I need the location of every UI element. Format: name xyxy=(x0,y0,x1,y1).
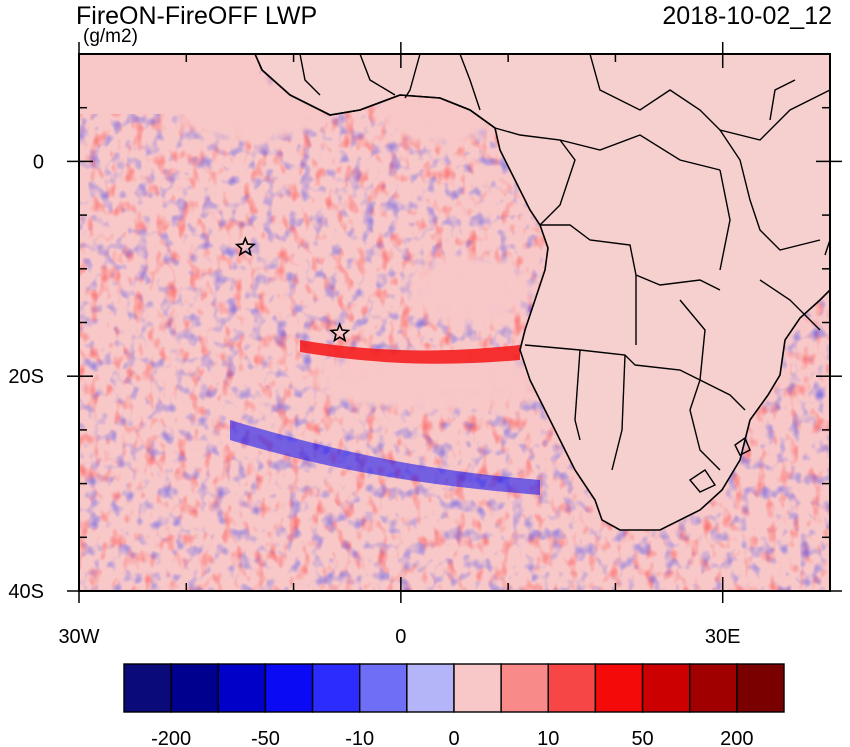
red-cloud-band xyxy=(300,340,520,364)
country-borders xyxy=(299,54,830,493)
blue-cloud-band xyxy=(230,420,540,495)
colorbar-box xyxy=(547,663,597,713)
clear-region-central xyxy=(290,345,570,415)
axis-tick-labels: 30W 0 30E 0 20S 40S xyxy=(8,151,740,648)
map-plot-area xyxy=(79,54,830,591)
star-marker-st-helena xyxy=(329,322,351,343)
colorbar-label: 200 xyxy=(720,728,753,747)
colorbar-box xyxy=(736,663,785,713)
colorbar-label: 50 xyxy=(631,728,653,747)
colorbar-label: 10 xyxy=(537,728,559,747)
units-label: (g/m2) xyxy=(83,26,138,47)
y-tick-label: 20S xyxy=(8,366,44,388)
colorbar-box xyxy=(123,663,172,713)
axis-ticks xyxy=(67,42,842,603)
colorbar-box xyxy=(594,663,644,713)
colorbar-box xyxy=(170,663,219,713)
star-markers xyxy=(234,236,351,343)
plot-title: FireON-FireOFF LWP xyxy=(76,2,318,30)
x-tick-label: 30W xyxy=(58,626,99,648)
colorbar-box xyxy=(500,663,549,713)
y-tick-label: 0 xyxy=(33,151,44,173)
x-tick-label: 30E xyxy=(705,626,741,648)
plot-date: 2018-10-02_12 xyxy=(662,2,832,30)
colorbar-label: -200 xyxy=(151,728,191,747)
colorbar-box xyxy=(641,663,691,713)
colorbar-box xyxy=(453,663,502,713)
clear-region-east xyxy=(400,250,540,330)
colorbar-label: -50 xyxy=(251,728,280,747)
y-tick-label: 40S xyxy=(8,581,44,603)
x-tick-label: 0 xyxy=(395,626,406,648)
colorbar-label: -10 xyxy=(345,728,374,747)
colorbar-box xyxy=(217,663,267,713)
colorbar-box xyxy=(359,663,408,713)
colorbar-label: 0 xyxy=(448,728,459,747)
colorbar-box xyxy=(264,663,314,713)
west-africa-coast xyxy=(254,54,496,129)
star-marker-ascension xyxy=(234,236,256,257)
colorbar: -200 -50 -10 0 10 50 200 xyxy=(123,663,785,747)
colorbar-box xyxy=(406,663,455,713)
land-cleanup-top-left xyxy=(79,54,259,114)
colorbar-box xyxy=(689,663,738,713)
colorbar-box xyxy=(311,663,361,713)
